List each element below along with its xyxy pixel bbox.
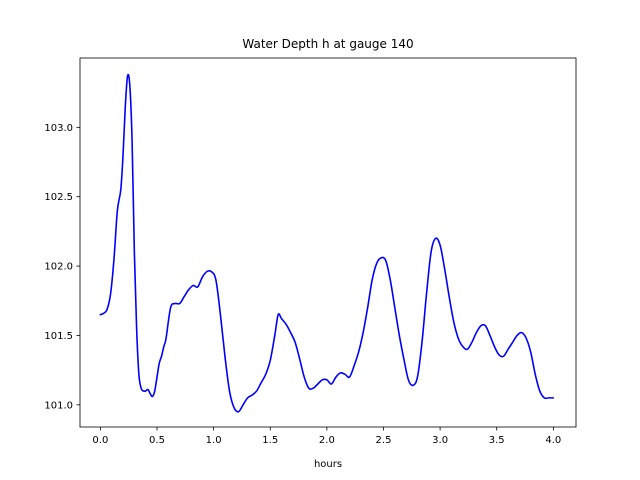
x-tick-label: 4.0 <box>545 435 561 446</box>
y-axis: 101.0 101.5 102.0 102.5 103.0 <box>44 123 80 411</box>
x-tick-label: 3.5 <box>489 435 505 446</box>
x-tick-label: 1.0 <box>206 435 222 446</box>
x-tick-label: 1.5 <box>262 435 278 446</box>
plot-frame <box>79 57 577 428</box>
x-axis-label: hours <box>314 459 342 470</box>
x-tick-label: 3.0 <box>432 435 448 446</box>
y-tick-label: 102.0 <box>44 262 73 273</box>
series-layer <box>99 73 555 413</box>
chart-title: Water Depth h at gauge 140 <box>242 37 413 51</box>
x-tick-label: 2.0 <box>319 435 335 446</box>
x-axis: 0.0 0.5 1.0 1.5 2.0 2.5 3.0 3.5 4.0 <box>92 427 561 446</box>
y-tick-label: 102.5 <box>44 192 73 203</box>
x-tick-label: 2.5 <box>376 435 392 446</box>
y-tick-label: 103.0 <box>44 123 73 134</box>
x-tick-label: 0.5 <box>149 435 165 446</box>
x-tick-label: 0.0 <box>92 435 108 446</box>
y-tick-label: 101.5 <box>44 331 73 342</box>
y-tick-label: 101.0 <box>44 400 73 411</box>
series-line <box>99 73 555 413</box>
